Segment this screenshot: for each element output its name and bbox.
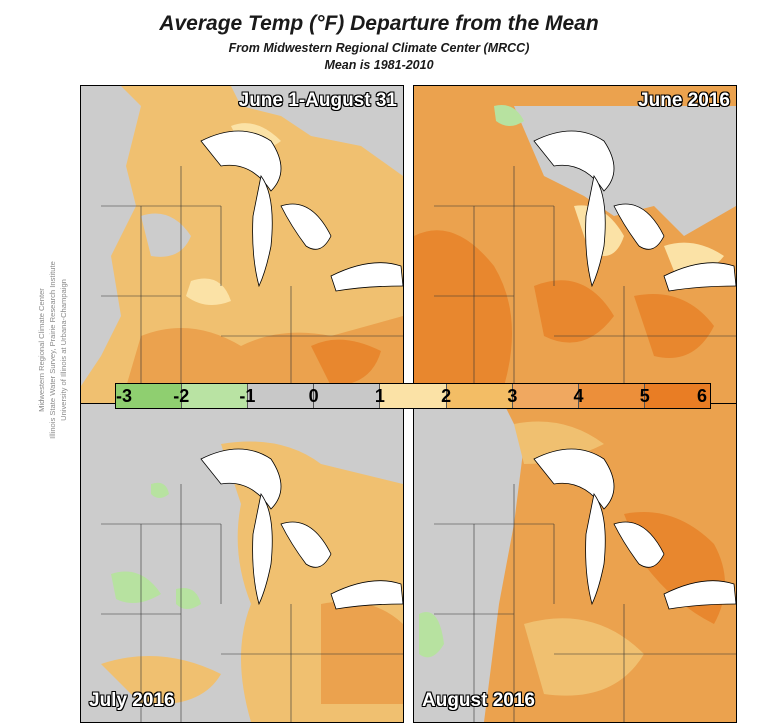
map-july — [81, 404, 403, 722]
map-subtitle-baseline: Mean is 1981-2010 — [324, 58, 434, 72]
legend-tick-label: 1 — [374, 386, 385, 406]
map-august — [414, 404, 736, 722]
legend-tick-label: 5 — [639, 386, 650, 406]
map-title: Average Temp (°F) Departure from the Mea… — [159, 12, 599, 35]
credit-line-2: Illinois State Water Survey, Prairie Res… — [48, 261, 57, 439]
legend-tick-label: -1 — [239, 386, 256, 406]
legend-swatch-2 — [248, 384, 315, 408]
legend-tick-label: 2 — [441, 386, 452, 406]
legend-swatch-1 — [182, 384, 249, 408]
panel-label-august: August 2016 — [422, 690, 535, 711]
map-panel-june: June 2016 — [413, 85, 737, 405]
legend-swatch-3 — [314, 384, 381, 408]
legend-tick-label: 0 — [308, 386, 319, 406]
map-subtitle-source: From Midwestern Regional Climate Center … — [228, 41, 530, 55]
map-panel-july: July 2016 — [80, 403, 404, 723]
legend-swatch-5 — [446, 384, 513, 408]
map-panel-summer: June 1-August 31 — [80, 85, 404, 405]
legend-swatch-4 — [380, 384, 447, 408]
panel-label-july: July 2016 — [89, 690, 175, 711]
credit-line-1: Midwestern Regional Climate Center — [37, 288, 46, 412]
color-legend-bar — [115, 383, 711, 409]
legend-tick-label: 6 — [696, 386, 708, 406]
legend-tick-label: -3 — [115, 386, 133, 406]
legend-tick-label: 3 — [507, 386, 518, 406]
credit-line-3: University of Illinois at Urbana-Champai… — [59, 279, 68, 421]
legend-swatch-0 — [116, 384, 183, 408]
legend-tick-label: 4 — [573, 386, 584, 406]
legend-tick-label: -2 — [173, 386, 190, 406]
map-june — [414, 86, 736, 404]
legend-swatch-8 — [644, 384, 710, 408]
credit-text: Midwestern Regional Climate Center Illin… — [36, 220, 80, 480]
map-panel-august: August 2016 — [413, 403, 737, 723]
map-summer — [81, 86, 403, 404]
legend-swatch-6 — [512, 384, 579, 408]
legend-swatch-7 — [578, 384, 645, 408]
panel-label-summer: June 1-August 31 — [238, 90, 397, 111]
panel-label-june: June 2016 — [638, 90, 730, 111]
